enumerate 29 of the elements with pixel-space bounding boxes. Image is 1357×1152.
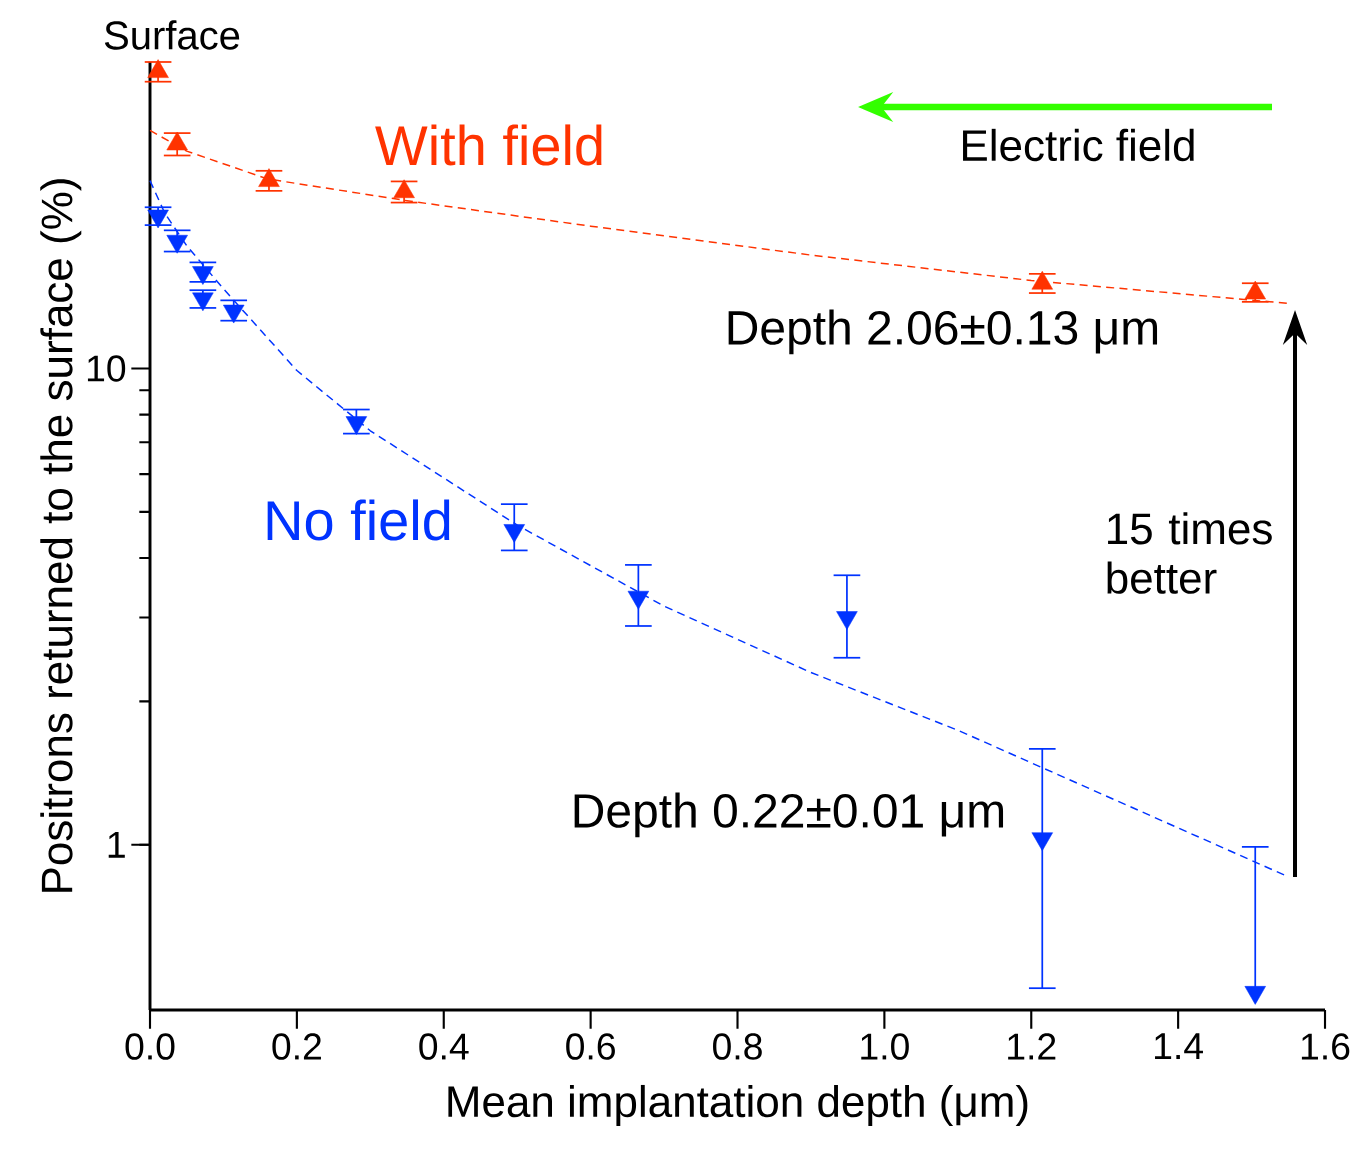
series-label: No field	[267, 499, 450, 541]
annotation: Electric field	[963, 128, 1194, 162]
x-tick-label: 1.2	[1008, 1033, 1056, 1060]
point	[1031, 832, 1053, 851]
y-axis-title: Positrons returned to the surface (%)	[40, 179, 82, 892]
point	[836, 611, 858, 630]
point	[503, 524, 525, 543]
x-tick-label: 1.6	[1301, 1033, 1350, 1060]
x-tick-label: 0.8	[713, 1033, 762, 1060]
y-tick-label: 1	[108, 831, 125, 858]
series-label: With field	[375, 124, 602, 166]
x-tick-label: 0.6	[566, 1033, 615, 1060]
point	[1244, 986, 1266, 1005]
y-tick-label: 10	[87, 355, 126, 382]
point	[223, 304, 245, 324]
text: Surface	[104, 20, 240, 50]
point	[166, 234, 188, 254]
annotation: 15 times better	[1107, 512, 1272, 594]
point	[345, 416, 368, 435]
x-axis-title: Mean implantation depth (μm)	[448, 1084, 1028, 1126]
point	[627, 590, 650, 610]
point	[192, 266, 214, 285]
x-tick-label: 0.4	[419, 1033, 469, 1060]
x-tick-label: 0.2	[272, 1033, 321, 1060]
x-tick-label: 0.0	[125, 1033, 175, 1060]
x-tick-label: 1.0	[861, 1033, 909, 1060]
x-tick-label: 1.4	[1155, 1033, 1203, 1060]
annotation: Depth 0.22±0.01 μm	[574, 792, 1004, 838]
annotation: Depth 2.06±0.13 μm	[728, 309, 1158, 355]
